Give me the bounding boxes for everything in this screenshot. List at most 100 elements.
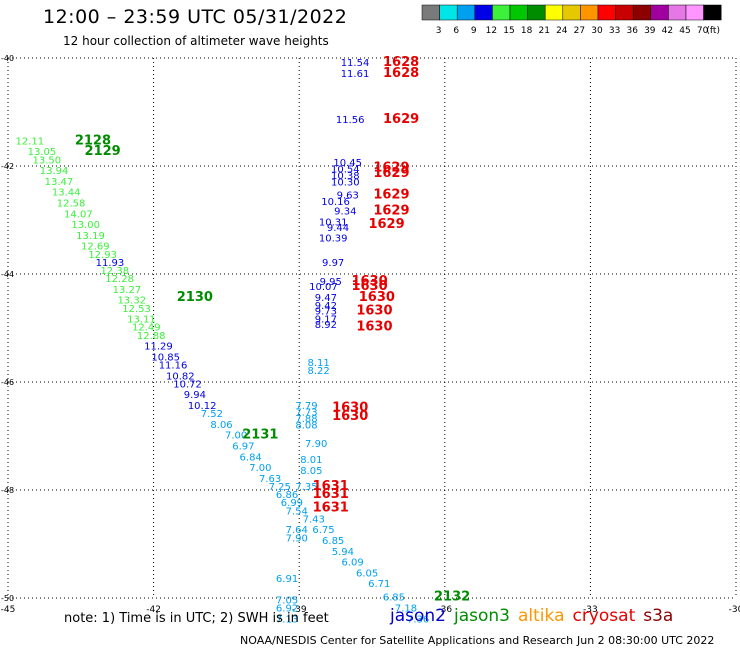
wave-height-label: 8.11	[307, 358, 329, 369]
wave-height-label: 8.92	[315, 320, 337, 331]
wave-height-label: 7.43	[303, 514, 325, 525]
wave-height-label: 9.44	[327, 223, 349, 234]
wave-height-label: 13.27	[113, 285, 142, 296]
wave-height-label: 6.97	[232, 442, 254, 453]
wave-height-label: 13.32	[117, 296, 146, 307]
wave-height-label: 8.05	[300, 466, 322, 477]
cycle-number-label: 2131	[242, 428, 278, 443]
wave-height-label: 8.08	[295, 420, 317, 431]
wave-height-label: 12.58	[57, 199, 86, 210]
wave-height-label: 12.53	[122, 304, 151, 315]
lat-tick-label: -42	[1, 162, 14, 171]
wave-height-label: 13.05	[28, 147, 57, 158]
legend-item-cryosat: cryosat	[572, 606, 636, 626]
color-scale-label: 70	[697, 26, 709, 36]
color-scale-label: 36	[626, 26, 638, 36]
page-subtitle: 12 hour collection of altimeter wave hei…	[63, 34, 329, 48]
cycle-number-label: 1629	[373, 166, 409, 181]
wave-height-label: 7.90	[286, 533, 308, 544]
wave-height-label: 7.73	[295, 407, 317, 418]
wave-height-label: 7.90	[305, 439, 327, 450]
wave-height-label: 9.73	[315, 307, 337, 318]
color-scale-label: 33	[609, 26, 620, 36]
wave-height-label: 10.72	[173, 379, 202, 390]
wave-height-label: 9.34	[334, 207, 356, 218]
wave-height-label: 10.38	[331, 171, 360, 182]
cycle-number-label: 1630	[359, 290, 395, 305]
color-scale-label: 30	[591, 26, 603, 36]
lon-tick-label: -42	[146, 605, 161, 615]
wave-height-label: 13.19	[76, 231, 105, 242]
wave-height-label: 6.05	[356, 568, 378, 579]
cycle-number-label: 1629	[373, 204, 409, 219]
cycle-number-label: 1630	[351, 279, 387, 294]
footer-timestamp: Jun 2 08:30:00 UTC 2022	[577, 634, 715, 647]
lon-tick-label: -36	[437, 605, 452, 615]
cycle-number-label: 1631	[313, 487, 349, 502]
wave-height-label: 7.79	[295, 401, 317, 412]
wave-height-label: 8.01	[300, 455, 322, 466]
lon-tick-label: -33	[583, 605, 598, 615]
cycle-number-label: 1630	[351, 274, 387, 289]
lon-tick-label: -39	[292, 605, 307, 615]
wave-height-label: 7.64	[286, 525, 308, 536]
wave-height-label: 10.39	[319, 234, 348, 245]
color-scale-label: 18	[521, 26, 533, 36]
legend-item-s3a: s3a	[643, 606, 674, 626]
cycle-number-label: 1629	[368, 217, 404, 232]
lat-tick-label: -50	[1, 594, 14, 603]
wave-height-label: 9.42	[315, 301, 337, 312]
lat-tick-label: -40	[1, 54, 14, 63]
wave-height-label: 12.69	[81, 242, 110, 253]
lon-tick-label: -30	[729, 605, 740, 615]
wave-height-label: 6.86	[276, 490, 298, 501]
wave-height-label: 13.00	[71, 220, 100, 231]
legend-item-jason3: jason3	[454, 606, 510, 626]
wave-height-label: 13.47	[45, 177, 74, 188]
wave-height-label: 6.84	[240, 452, 262, 463]
wave-height-label: 11.29	[144, 342, 173, 353]
wave-height-label: 12.38	[100, 266, 129, 277]
wave-height-label: 10.54	[331, 164, 360, 175]
wave-height-label: 10.07	[309, 282, 338, 293]
wave-height-label: 13.94	[40, 166, 69, 177]
lon-tick-label: -45	[1, 605, 16, 615]
cycle-number-label: 1631	[313, 501, 349, 516]
wave-height-label: 12.28	[105, 274, 134, 285]
wave-height-label: 7.00	[249, 463, 271, 474]
wave-height-label: 7.00	[225, 431, 247, 442]
color-scale-unit: (ft)	[706, 26, 720, 36]
wave-height-label: 7.54	[286, 506, 308, 517]
color-scale-label: 15	[503, 26, 514, 36]
wave-height-label: 9.97	[322, 258, 344, 269]
cycle-number-label: 2132	[434, 590, 470, 605]
wave-height-label: 10.85	[151, 352, 180, 363]
wave-height-label: 5.94	[332, 547, 354, 558]
cycle-number-label: 2129	[85, 144, 121, 159]
wave-height-label: 11.16	[159, 361, 188, 372]
cycle-number-label: 2130	[177, 290, 213, 305]
wave-height-label: 8.22	[307, 366, 329, 377]
wave-height-label: 6.85	[322, 536, 344, 547]
color-scale-label: 3	[436, 26, 442, 36]
wave-height-label: 10.16	[321, 197, 350, 208]
wave-height-label: 6.99	[281, 498, 303, 509]
lat-tick-label: -46	[1, 378, 14, 387]
color-scale-label: 27	[574, 26, 585, 36]
wave-height-label: 12.49	[132, 323, 161, 334]
wave-height-label: 7.35	[295, 482, 317, 493]
color-scale-label: 6	[453, 26, 459, 36]
wave-height-label: 10.30	[331, 177, 360, 188]
wave-height-label: 6.92	[276, 604, 298, 615]
cycle-number-label: 1628	[383, 66, 419, 81]
wave-height-label: 7.25	[269, 482, 291, 493]
wave-height-label: 10.12	[188, 401, 217, 412]
cycle-number-label: 1630	[332, 409, 368, 424]
wave-height-label: 14.07	[64, 209, 93, 220]
color-scale-label: 42	[662, 26, 673, 36]
cycle-number-label: 1630	[332, 401, 368, 416]
wave-height-label: 6.85	[383, 593, 405, 604]
legend-item-altika: altika	[518, 606, 565, 626]
wave-height-label: 11.61	[341, 69, 370, 80]
